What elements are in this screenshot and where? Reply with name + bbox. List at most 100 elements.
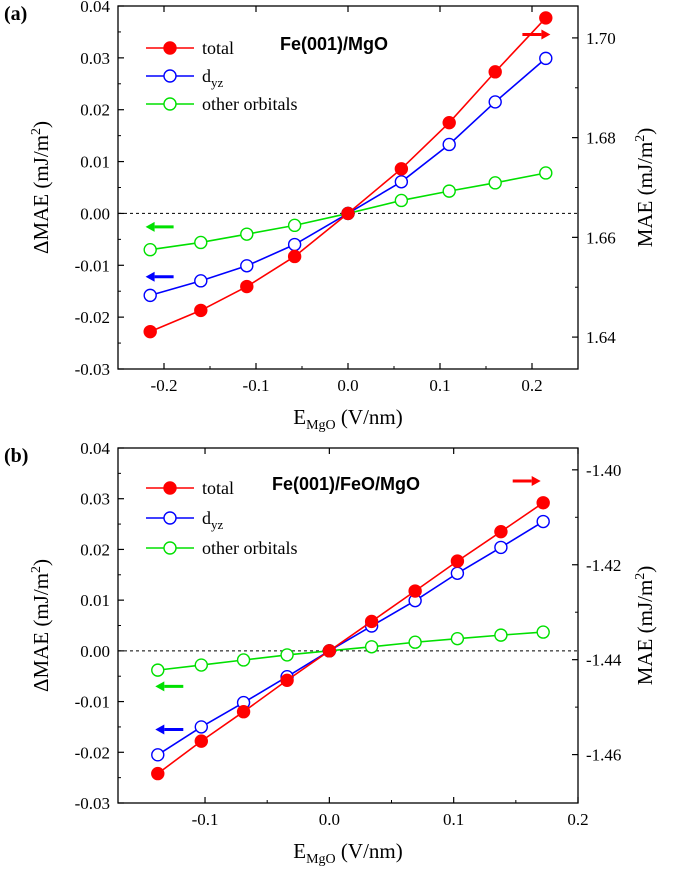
panel-b-axis-arrow-head [155, 724, 165, 735]
panel-a-point-other-orbitals [394, 193, 409, 208]
panel-a-point-other-orbitals [287, 218, 302, 233]
panel-a-point-other-orbitals [539, 166, 553, 180]
panel-a-point-dyz [240, 259, 254, 273]
panel-a-axis-arrow-head [541, 29, 551, 40]
panel-a-point-total [539, 11, 553, 25]
panel-a-x-tick-label: 0.0 [337, 376, 358, 395]
panel-a-point-dyz [539, 51, 553, 66]
panel-b-axis-arrow-head [531, 475, 541, 486]
panel-a-legend-label-other-orbitals: other orbitals [202, 94, 297, 114]
panel-a-point-dyz [442, 137, 456, 152]
panel-a-y-tick-label: 0.00 [80, 204, 110, 223]
panel-b-y-axis-title-right: MAE (mJ/m2) [633, 566, 657, 686]
panel-b-y-tick-label: 0.04 [80, 439, 110, 458]
panel-b-y-tick-label: -0.01 [75, 693, 110, 712]
panel-a-point-dyz [194, 274, 208, 288]
panel-a-point-total [287, 249, 302, 264]
panel-a-point-dyz [143, 288, 157, 303]
panel-a-point-total [143, 324, 157, 339]
panel-b-y-axis-title-left: ΔMAE (mJ/m2) [29, 559, 53, 692]
panel-a-series-line-total [149, 17, 547, 333]
panel-b-y-tick-label: 0.02 [80, 540, 110, 559]
panel-a-x-axis-title: EMgO (V/nm) [293, 405, 402, 433]
panel-b-point-dyz [450, 566, 465, 580]
panel-a-y-tick-label: 0.03 [80, 49, 110, 68]
panel-a-y-tick-label: 0.01 [80, 153, 110, 172]
panel-a-legend-marker-total [163, 41, 177, 55]
panel-a-point-dyz [287, 237, 302, 252]
panel-b-point-dyz [194, 720, 208, 734]
panel-b-point-total [322, 644, 337, 658]
panel-b-y-tick-label: -0.03 [75, 794, 110, 813]
panel-b-axis-arrow-head [155, 681, 165, 692]
panel-b-y-right-tick-label: -1.40 [586, 461, 621, 480]
panel-a-y-tick-label: -0.03 [75, 360, 110, 379]
panel-a-y-axis-title-right: MAE (mJ/m2) [633, 128, 657, 248]
panel-b-point-dyz [536, 514, 550, 529]
panel-b-point-other-orbitals [280, 648, 294, 662]
panel-b-label: (b) [4, 445, 28, 467]
panel-b-point-dyz [494, 540, 508, 555]
panel-b-legend-marker-dyz [163, 511, 177, 525]
panel-a-x-tick-label: -0.1 [243, 376, 270, 395]
panel-b: -0.1 0.0 0.1 0.2 -0.03 -0.02 -0.01 0.00 0.01 0.02… [4, 439, 657, 867]
panel-b-point-total [151, 766, 165, 781]
panel-b-series-line-other-orbitals [157, 631, 544, 671]
panel-a-point-other-orbitals [488, 176, 502, 190]
panel-a-point-total [194, 303, 208, 318]
panel-b-point-other-orbitals [194, 658, 208, 672]
panel-b-point-total [280, 673, 294, 687]
panel-a-y-axis-title-left: ΔMAE (mJ/m2) [29, 121, 53, 254]
panel-a-y-tick-label: -0.01 [75, 256, 110, 275]
panel-a-x-tick-label: 0.2 [521, 376, 542, 395]
panel-b-legend-label-total: total [202, 478, 234, 498]
panel-b-x-axis-title: EMgO (V/nm) [293, 839, 402, 867]
panel-b-y-right-tick-label: -1.46 [586, 746, 621, 765]
panel-b-x-tick-label: 0.2 [567, 810, 588, 829]
panel-a-y-tick-label: -0.02 [75, 308, 110, 327]
panel-b-system-label: Fe(001)/FeO/MgO [272, 474, 420, 494]
panel-a-point-other-orbitals [194, 235, 208, 250]
panel-a-point-total [240, 279, 254, 294]
panel-b-point-other-orbitals [536, 625, 550, 639]
panel-a-system-label: Fe(001)/MgO [280, 34, 388, 54]
panel-b-y-right-tick-label: -1.44 [586, 651, 622, 670]
panel-a-point-total [394, 162, 409, 176]
panel-b-y-tick-label: 0.03 [80, 490, 110, 509]
panel-b-legend-label-dyz: dyz [202, 508, 224, 532]
panel-b-y-tick-label: 0.01 [80, 591, 110, 610]
panel-b-point-total [364, 614, 379, 629]
panel-a-x-tick-label: -0.2 [151, 376, 178, 395]
panel-b-y-right-tick-label: -1.42 [586, 556, 621, 575]
panel-b-x-tick-label: -0.1 [192, 810, 219, 829]
panel-a-plot-frame [117, 5, 579, 370]
panel-b-point-total [236, 705, 251, 719]
panel-b-point-other-orbitals [450, 631, 465, 646]
panel-a-point-other-orbitals [143, 243, 157, 257]
panel-b-point-dyz [151, 748, 165, 762]
panel-b-y-tick-label: -0.02 [75, 743, 110, 762]
panel-a-y-tick-label: 0.04 [80, 0, 110, 16]
panel-b-plot-frame [117, 447, 579, 804]
panel-a-point-dyz [488, 95, 502, 109]
panel-b-y-tick-label: 0.00 [80, 642, 110, 661]
panel-b-x-tick-label: 0.1 [443, 810, 464, 829]
panel-a: -0.2 -0.1 0.0 0.1 0.2 -0.03 -0.02 -0.01 0.00 0.01… [4, 0, 657, 433]
panel-a-point-total [488, 65, 502, 79]
panel-b-point-other-orbitals [151, 663, 165, 677]
panel-b-point-total [494, 524, 508, 539]
panel-a-point-other-orbitals [442, 184, 456, 198]
panel-b-point-other-orbitals [236, 653, 251, 667]
panel-b-point-total [194, 734, 208, 748]
panel-a-y-right-tick-label: 1.68 [586, 129, 616, 148]
panel-a-legend-marker-dyz [163, 69, 177, 83]
panel-b-point-other-orbitals [364, 640, 379, 654]
panel-a-point-total [442, 115, 456, 130]
panel-b-point-other-orbitals [408, 635, 422, 649]
panel-b-point-total [408, 584, 422, 598]
panel-a-point-other-orbitals [240, 227, 254, 241]
panel-a-legend-label-dyz: dyz [202, 66, 224, 90]
panel-b-point-other-orbitals [494, 628, 508, 642]
panel-b-series-line-total [157, 502, 544, 775]
